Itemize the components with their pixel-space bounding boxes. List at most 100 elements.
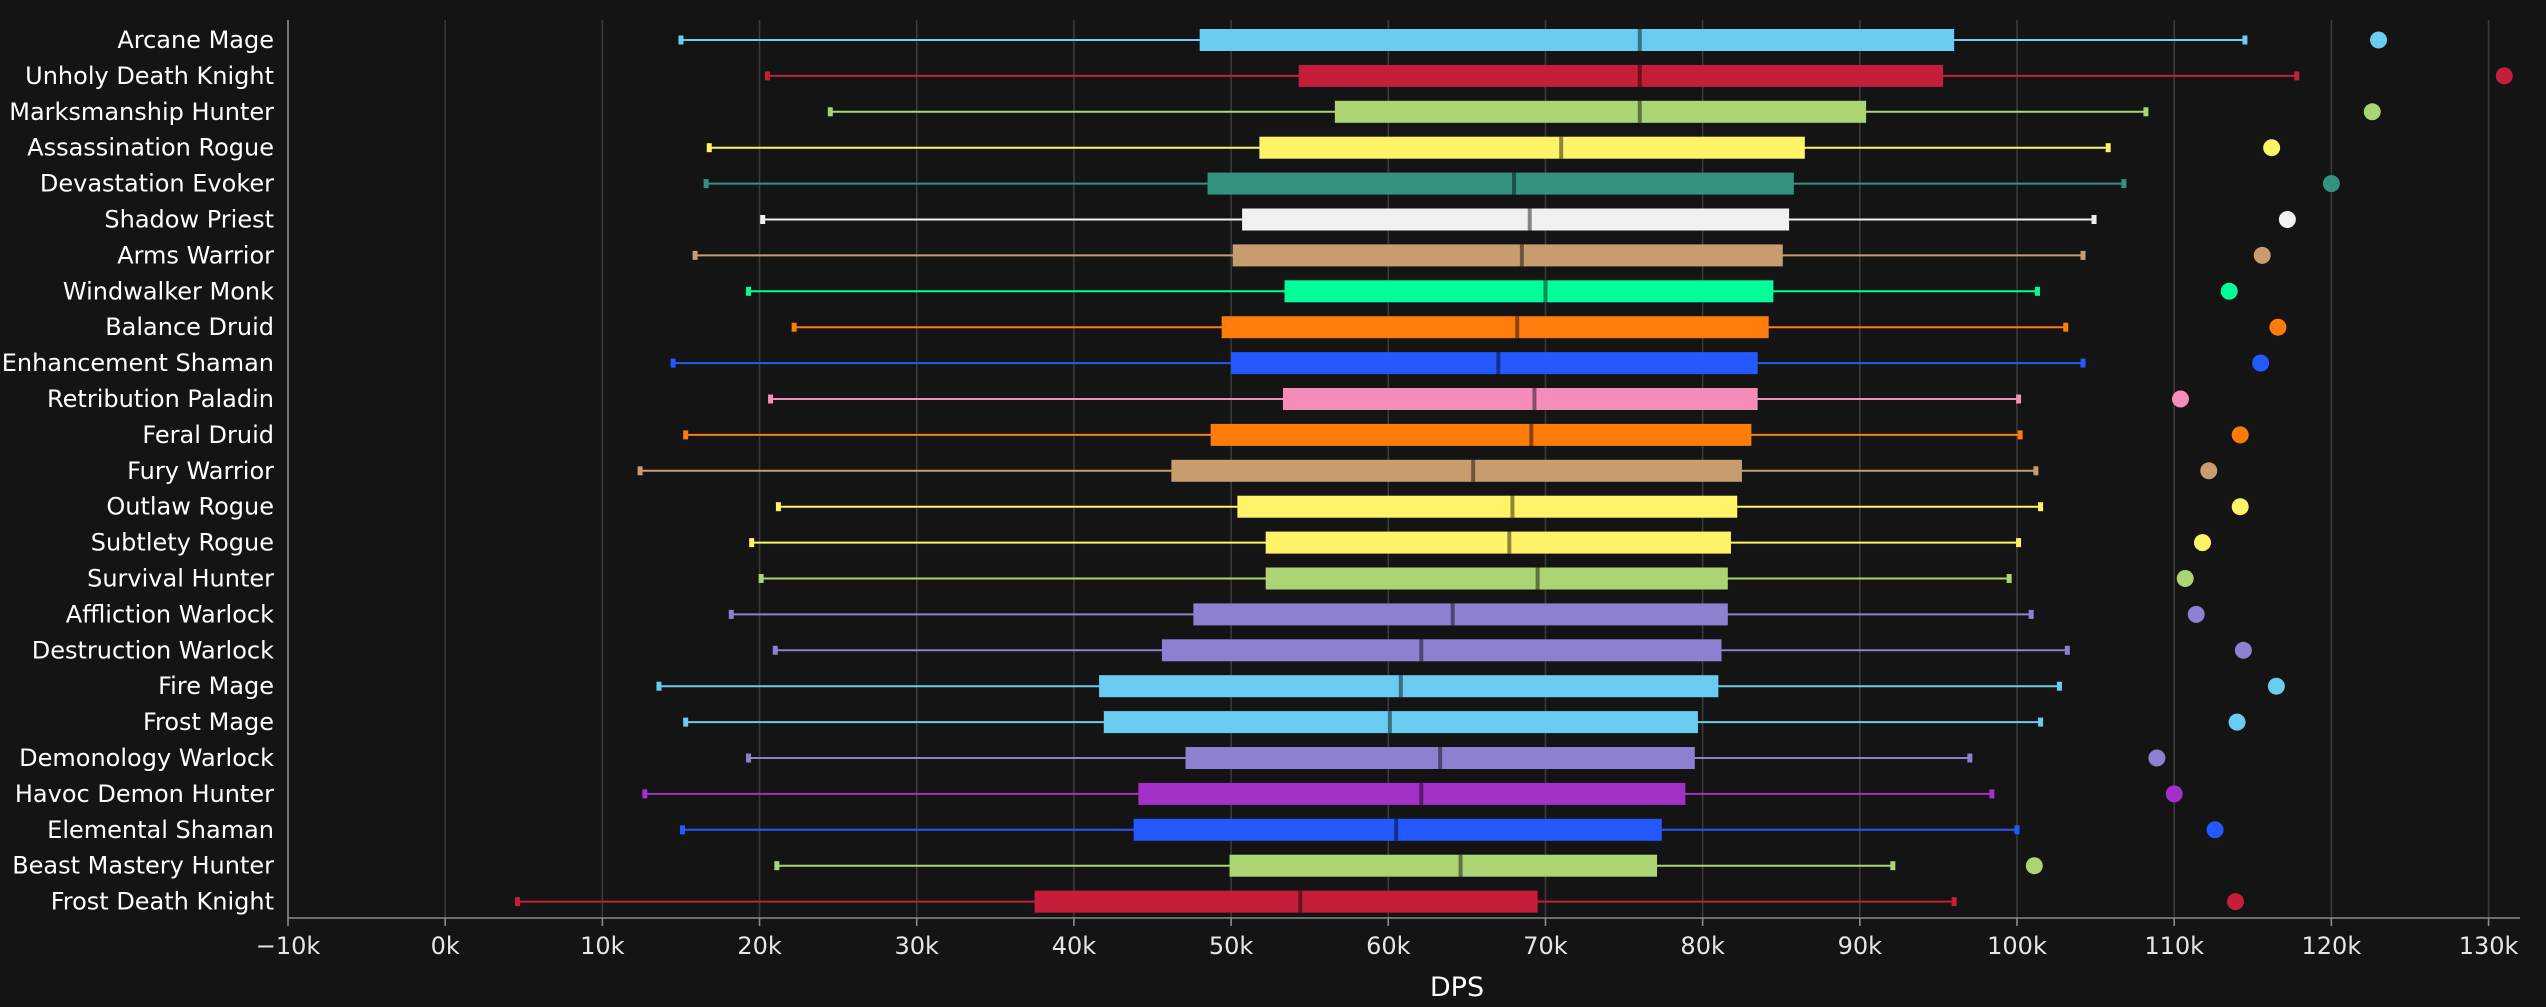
whisker-min-cap bbox=[642, 789, 648, 799]
outlier-point bbox=[2165, 785, 2183, 803]
outlier-point bbox=[2322, 175, 2340, 193]
x-tick-label: 90k bbox=[1838, 932, 1883, 960]
whisker-min-cap bbox=[758, 574, 764, 583]
category-label: Havoc Demon Hunter bbox=[15, 780, 274, 808]
category-label: Assassination Rogue bbox=[27, 134, 274, 162]
box-row bbox=[764, 64, 2513, 87]
iqr-box bbox=[1334, 100, 1867, 123]
x-tick-label: 0k bbox=[431, 932, 460, 960]
x-tick-label: 80k bbox=[1680, 932, 1725, 960]
whisker-max-cap bbox=[2038, 717, 2044, 727]
whisker-max-cap bbox=[2016, 394, 2022, 404]
whisker-max-cap bbox=[2006, 574, 2012, 583]
category-label: Balance Druid bbox=[105, 313, 274, 341]
category-label: Enhancement Shaman bbox=[2, 349, 274, 377]
iqr-box bbox=[1207, 172, 1794, 195]
whisker-max-cap bbox=[2038, 502, 2044, 512]
x-tick-label: 70k bbox=[1523, 932, 1568, 960]
outlier-point bbox=[2231, 426, 2249, 444]
box-row bbox=[746, 747, 2166, 769]
whisker-min-cap bbox=[683, 717, 689, 727]
outlier-point bbox=[2495, 67, 2513, 85]
whisker-max-cap bbox=[1989, 789, 1995, 799]
outlier-point bbox=[2228, 713, 2246, 731]
whisker-min-cap bbox=[775, 502, 781, 512]
category-label: Marksmanship Hunter bbox=[9, 98, 274, 126]
category-label: Frost Mage bbox=[143, 708, 274, 736]
outlier-point bbox=[2187, 605, 2205, 623]
whisker-min-cap bbox=[656, 681, 662, 691]
box-row bbox=[749, 531, 2211, 554]
x-tick-label: 40k bbox=[1052, 932, 1097, 960]
box-layer bbox=[514, 29, 2513, 913]
outlier-point bbox=[2278, 211, 2296, 228]
label-layer: Arcane Mage Unholy Death Knight Marksmansh… bbox=[2, 26, 274, 916]
iqr-box bbox=[1210, 423, 1752, 446]
outlier-point bbox=[2148, 749, 2166, 767]
whisker-max-cap bbox=[2014, 825, 2020, 835]
whisker-max-cap bbox=[2063, 322, 2069, 332]
x-tick-label: 110k bbox=[2144, 932, 2204, 960]
category-label: Affliction Warlock bbox=[66, 600, 274, 628]
whisker-min-cap bbox=[746, 753, 752, 763]
whisker-min-cap bbox=[827, 107, 833, 117]
whisker-max-cap bbox=[1890, 861, 1896, 871]
category-label: Feral Druid bbox=[142, 421, 274, 449]
category-label: Subtlety Rogue bbox=[91, 529, 274, 557]
category-label: Outlaw Rogue bbox=[106, 493, 274, 521]
whisker-min-cap bbox=[680, 825, 686, 835]
whisker-min-cap bbox=[791, 322, 797, 332]
whisker-min-cap bbox=[683, 430, 689, 440]
outlier-point bbox=[2363, 103, 2381, 121]
outlier-point bbox=[2263, 139, 2281, 157]
iqr-box bbox=[1034, 890, 1538, 913]
x-tick-label: 50k bbox=[1209, 932, 1254, 960]
box-row bbox=[642, 782, 2183, 805]
box-row bbox=[692, 244, 2271, 267]
category-label: Retribution Paladin bbox=[47, 385, 274, 413]
category-label: Survival Hunter bbox=[87, 565, 274, 593]
category-label: Fury Warrior bbox=[127, 457, 274, 485]
iqr-box bbox=[1099, 675, 1719, 698]
x-tick-label: 10k bbox=[580, 932, 625, 960]
x-tick-label: 130k bbox=[2459, 932, 2519, 960]
whisker-max-cap bbox=[2033, 466, 2039, 476]
box-row bbox=[758, 567, 2194, 590]
category-label: Shadow Priest bbox=[104, 206, 274, 234]
whisker-max-cap bbox=[2242, 35, 2248, 45]
whisker-min-cap bbox=[772, 645, 778, 655]
x-tick-label: 100k bbox=[1987, 932, 2047, 960]
iqr-box bbox=[1171, 459, 1742, 482]
whisker-max-cap bbox=[2294, 71, 2300, 81]
category-label: Destruction Warlock bbox=[32, 636, 274, 664]
outlier-point bbox=[2234, 641, 2252, 659]
outlier-point bbox=[2176, 570, 2194, 587]
outlier-point bbox=[2171, 390, 2189, 408]
whisker-min-cap bbox=[746, 286, 752, 296]
category-label: Beast Mastery Hunter bbox=[12, 852, 274, 880]
box-row bbox=[683, 711, 2246, 734]
whisker-max-cap bbox=[2080, 250, 2086, 260]
iqr-box bbox=[1298, 64, 1944, 87]
whisker-min-cap bbox=[749, 538, 755, 548]
iqr-box bbox=[1229, 854, 1658, 877]
x-tick-label: −10k bbox=[256, 932, 321, 960]
iqr-box bbox=[1199, 29, 1955, 51]
whisker-max-cap bbox=[2028, 609, 2034, 619]
box-row bbox=[514, 890, 2244, 913]
whisker-max-cap bbox=[1951, 897, 1957, 907]
iqr-box bbox=[1242, 208, 1790, 231]
iqr-box bbox=[1138, 782, 1686, 805]
whisker-min-cap bbox=[637, 466, 643, 476]
iqr-box bbox=[1193, 603, 1728, 626]
whisker-max-cap bbox=[2121, 179, 2127, 189]
box-row bbox=[728, 603, 2205, 626]
whisker-max-cap bbox=[2064, 645, 2070, 655]
category-label: Fire Mage bbox=[158, 672, 274, 700]
whisker-max-cap bbox=[2034, 286, 2040, 296]
whisker-max-cap bbox=[2143, 107, 2149, 117]
category-label: Arcane Mage bbox=[117, 26, 274, 54]
iqr-box bbox=[1259, 136, 1805, 159]
